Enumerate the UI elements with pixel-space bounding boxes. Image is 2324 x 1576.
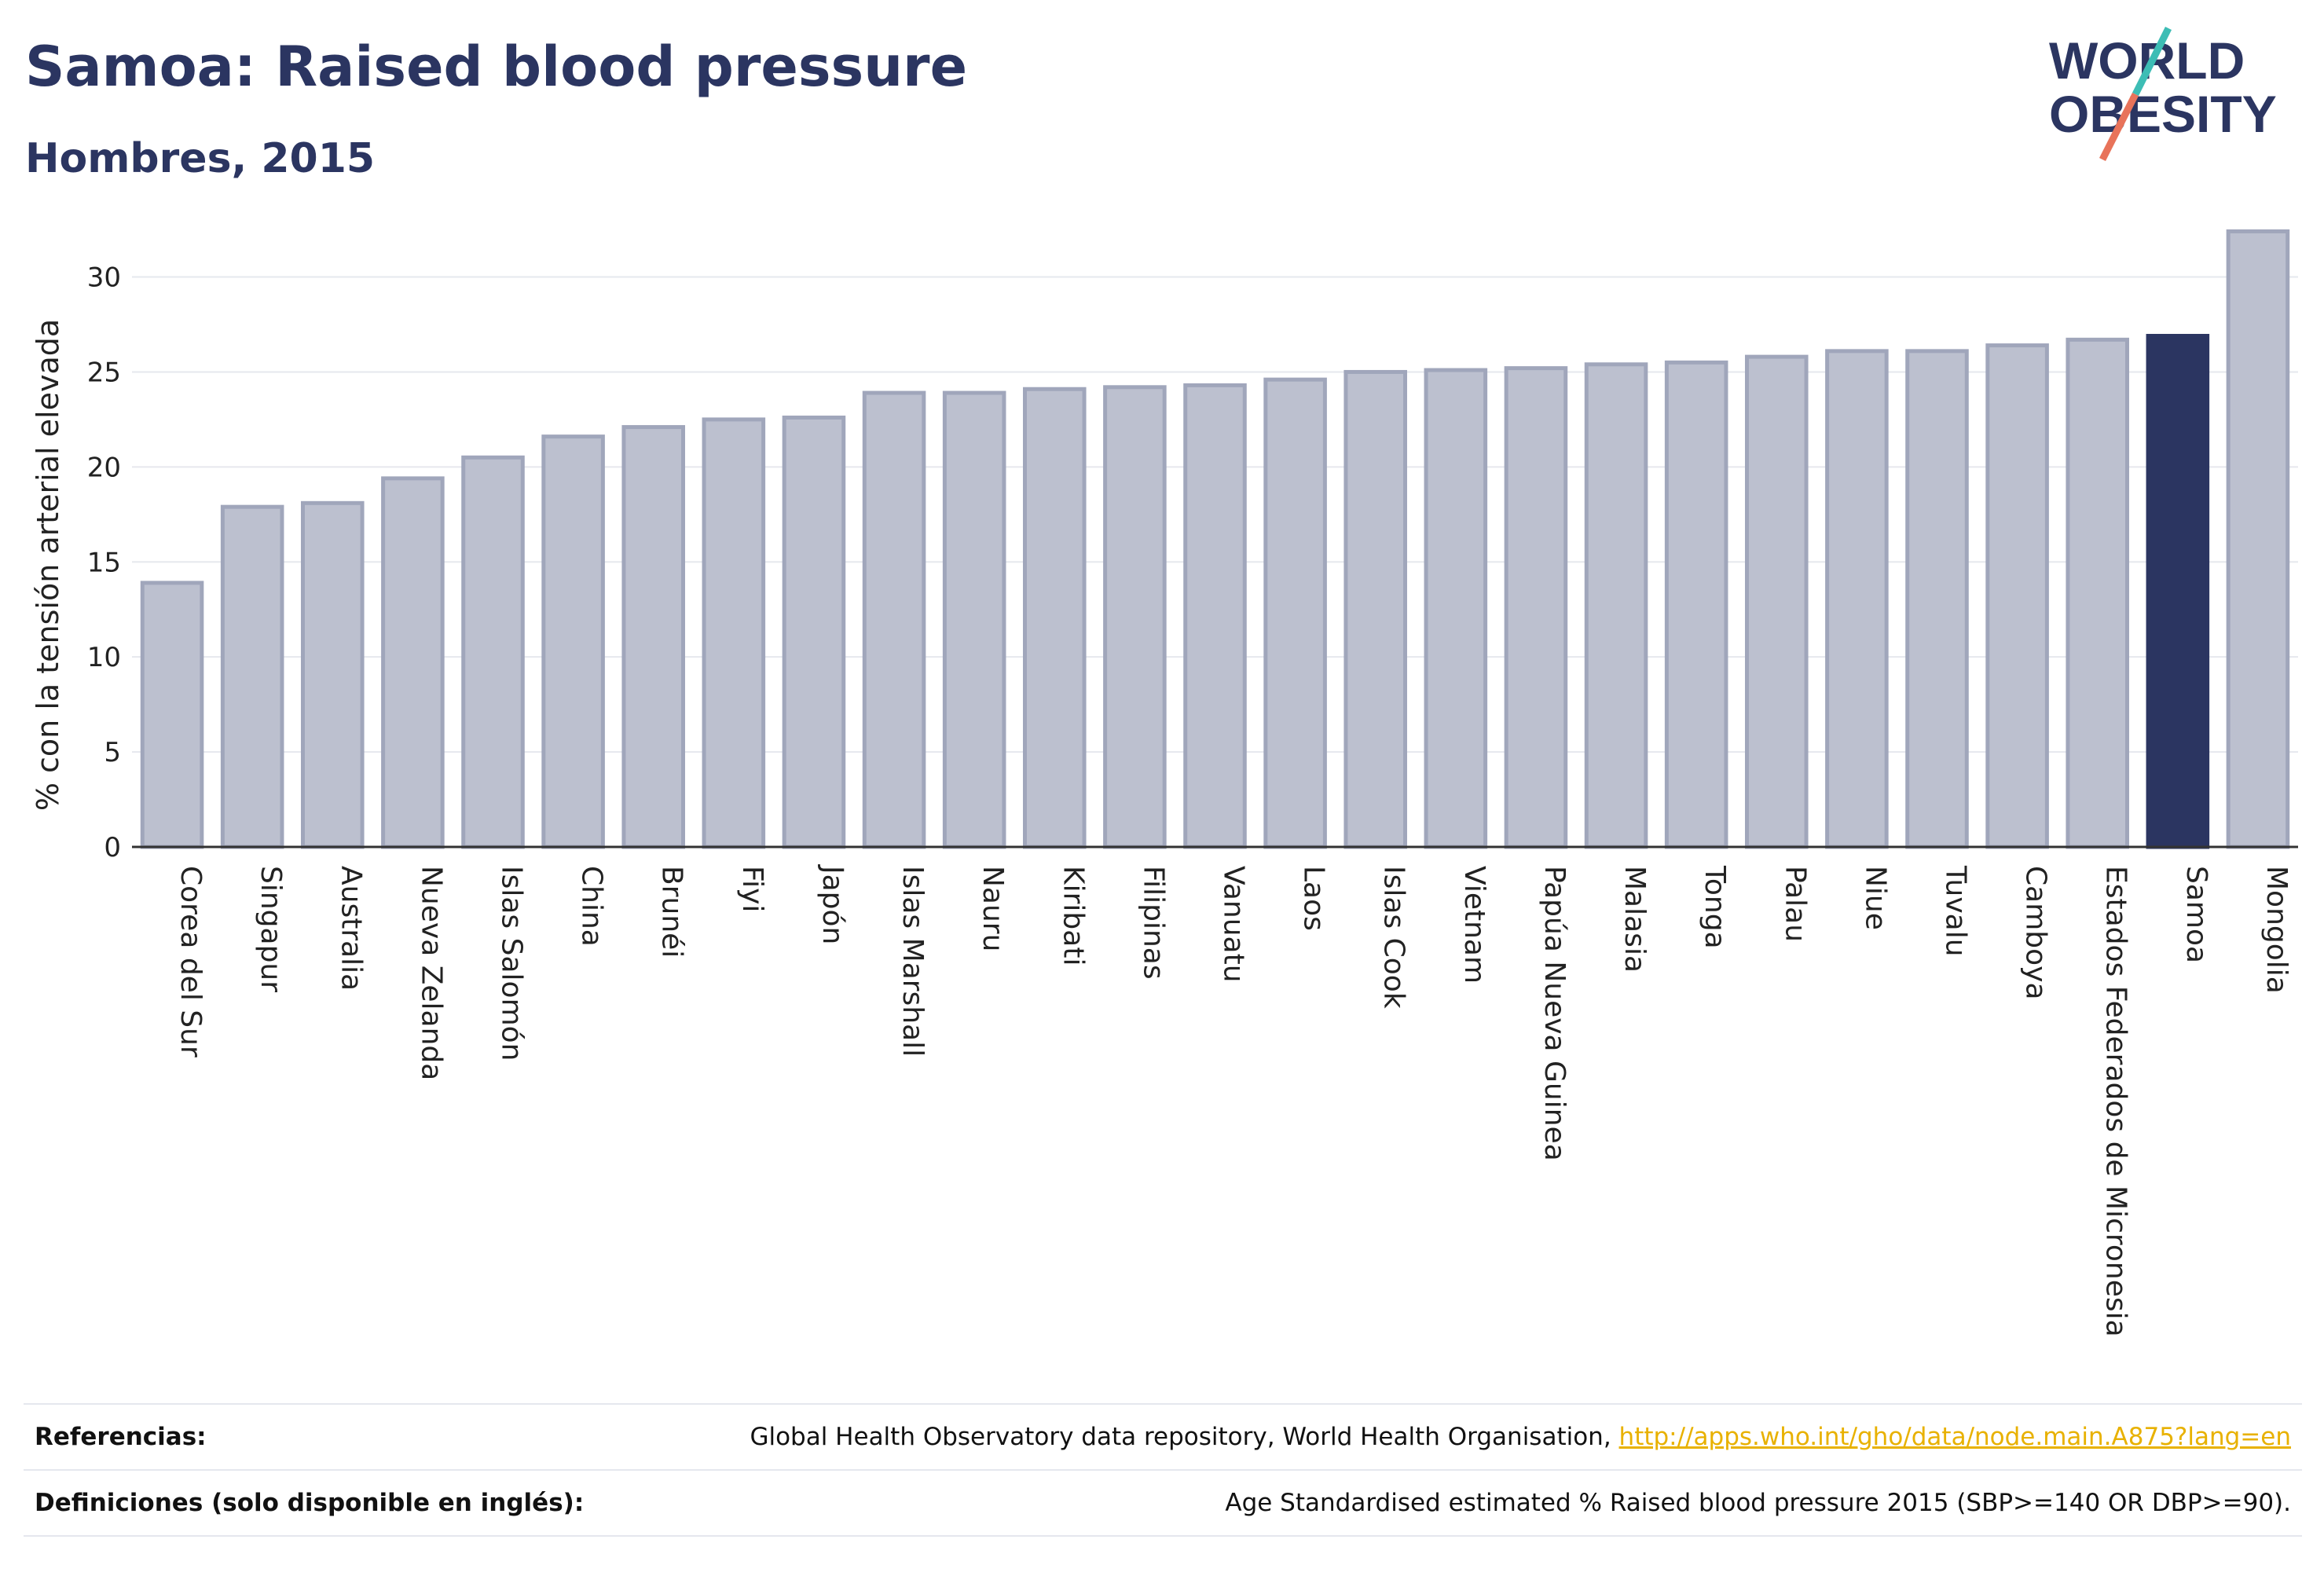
- x-tick-label: Camboya: [2020, 866, 2052, 1000]
- bar: [1985, 343, 2049, 849]
- bar: [1424, 368, 1488, 849]
- bar: [1103, 385, 1167, 849]
- y-tick-label: 30: [87, 262, 121, 294]
- bar: [621, 425, 686, 849]
- x-tick-label: Australia: [335, 866, 367, 991]
- bar: [140, 581, 204, 849]
- references-link[interactable]: http://apps.who.int/gho/data/node.main.A…: [1618, 1423, 2291, 1451]
- x-tick-label: Vanuatu: [1218, 866, 1250, 983]
- bar: [942, 390, 1006, 849]
- logo-slash-top-icon: [2132, 26, 2172, 97]
- bar-chart: 0 5 10 15 20 25 30 % con la tensión arterial el…: [31, 229, 2298, 1337]
- x-tick-label: Niue: [1859, 866, 1891, 930]
- bar: [1263, 377, 1327, 849]
- bar: [1664, 360, 1728, 849]
- bar: [300, 500, 365, 849]
- bar: [1022, 387, 1087, 849]
- page-title: Samoa: Raised blood pressure: [25, 35, 968, 99]
- bar: [541, 434, 605, 849]
- x-tick-label: Corea del Sur: [174, 866, 207, 1057]
- x-tick-label: Tuvalu: [1940, 865, 1972, 957]
- x-tick-label: Tonga: [1699, 865, 1731, 949]
- logo-line1: WORLD: [2049, 31, 2245, 90]
- references-value: Global Health Observatory data repositor…: [750, 1423, 2291, 1451]
- bar: [2226, 229, 2290, 849]
- bar: [1504, 366, 1568, 849]
- x-tick-label: Samoa: [2180, 866, 2212, 963]
- x-tick-label: Singapur: [255, 866, 287, 992]
- x-tick-label: Malasia: [1618, 866, 1651, 973]
- references-row: Referencias: Global Health Observatory d…: [24, 1403, 2302, 1469]
- bar: [702, 417, 766, 849]
- y-tick-label: 20: [87, 452, 121, 483]
- x-tick-label: Filipinas: [1137, 866, 1169, 980]
- x-tick-label: Islas Marshall: [896, 866, 929, 1057]
- references-table: Referencias: Global Health Observatory d…: [24, 1403, 2302, 1537]
- x-tick-label: Papúa Nueva Guinea: [1538, 866, 1571, 1161]
- x-tick-label: Nauru: [977, 866, 1009, 951]
- bar: [1343, 369, 1408, 849]
- x-tick-label: Palau: [1779, 866, 1811, 942]
- page-subtitle: Hombres, 2015: [25, 135, 376, 182]
- x-tick-label: Fiyi: [736, 866, 768, 912]
- bar: [862, 390, 926, 849]
- x-tick-label: Laos: [1298, 866, 1330, 931]
- bar: [782, 415, 846, 849]
- bar: [1183, 383, 1247, 849]
- bar: [2066, 337, 2130, 849]
- bar: [2146, 334, 2210, 849]
- y-tick-label: 15: [87, 547, 121, 578]
- bar: [1744, 354, 1809, 849]
- bar: [1905, 349, 1969, 849]
- x-tick-label: Brunéi: [656, 866, 688, 958]
- definitions-row: Definiciones (solo disponible en inglés)…: [24, 1469, 2302, 1537]
- references-label: Referencias:: [35, 1423, 207, 1451]
- definitions-value: Age Standardised estimated % Raised bloo…: [1225, 1489, 2291, 1517]
- references-source: Global Health Observatory data repositor…: [750, 1423, 1619, 1451]
- bar: [1584, 362, 1648, 849]
- y-axis-title: % con la tensión arterial elevada: [31, 319, 65, 811]
- x-tick-label: Vietnam: [1458, 866, 1490, 984]
- logo-line2: OBESITY: [2049, 85, 2277, 143]
- bar: [1825, 349, 1889, 849]
- x-tick-label: China: [576, 866, 608, 947]
- y-tick-label: 0: [104, 832, 121, 863]
- bar: [220, 504, 284, 849]
- x-tick-label: Estados Federados de Micronesia: [2100, 866, 2132, 1337]
- y-tick-label: 10: [87, 642, 121, 673]
- logo-slash-bottom-icon: [2099, 92, 2139, 162]
- y-tick-label: 25: [87, 357, 121, 388]
- world-obesity-logo: WORLD OBESITY: [2049, 26, 2277, 162]
- bar: [461, 455, 525, 849]
- definitions-label: Definiciones (solo disponible en inglés)…: [35, 1489, 585, 1517]
- x-tick-label: Islas Cook: [1378, 866, 1410, 1009]
- x-tick-label: Japón: [816, 864, 849, 944]
- x-tick-label: Kiribati: [1057, 866, 1089, 966]
- y-tick-label: 5: [104, 737, 121, 768]
- x-tick-label: Islas Salomón: [496, 866, 528, 1061]
- x-tick-label: Mongolia: [2260, 866, 2293, 994]
- bar: [381, 476, 445, 849]
- x-tick-label: Nueva Zelanda: [415, 866, 447, 1080]
